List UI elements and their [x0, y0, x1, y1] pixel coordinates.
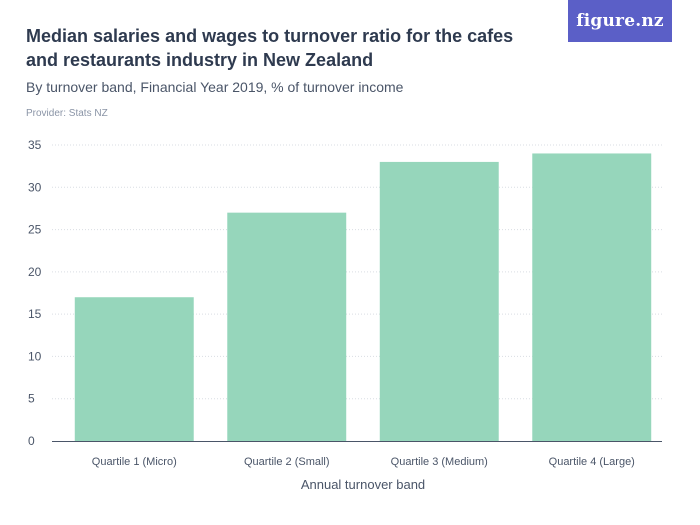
- y-tick-label: 5: [28, 392, 35, 406]
- y-tick-label: 15: [28, 307, 42, 321]
- chart-subtitle: By turnover band, Financial Year 2019, %…: [26, 79, 404, 95]
- y-tick-label: 10: [28, 349, 42, 363]
- y-tick-label: 20: [28, 265, 42, 279]
- y-tick-label: 0: [28, 434, 35, 448]
- x-category-label: Quartile 4 (Large): [549, 456, 635, 468]
- bar-4[interactable]: [532, 153, 652, 441]
- bar-2[interactable]: [227, 212, 347, 441]
- figure-nz-logo[interactable]: figure.nz: [568, 0, 672, 42]
- bar-3[interactable]: [379, 161, 499, 441]
- x-category-label: Quartile 3 (Medium): [391, 456, 488, 468]
- y-tick-label: 35: [28, 138, 42, 152]
- x-axis-title: Annual turnover band: [301, 477, 425, 492]
- x-category-label: Quartile 2 (Small): [244, 456, 330, 468]
- x-axis-labels: Quartile 1 (Micro) Quartile 2 (Small) Quar…: [92, 456, 635, 468]
- y-axis-ticks: 0 5 10 15 20 25 30 35: [28, 138, 42, 448]
- x-category-label: Quartile 1 (Micro): [92, 456, 177, 468]
- chart-title: Median salaries and wages to turnover ra…: [26, 26, 514, 70]
- bar-1[interactable]: [74, 297, 194, 441]
- bars: [74, 153, 652, 441]
- provider-credit: Provider: Stats NZ: [26, 108, 108, 119]
- y-tick-label: 30: [28, 180, 42, 194]
- y-tick-label: 25: [28, 223, 42, 237]
